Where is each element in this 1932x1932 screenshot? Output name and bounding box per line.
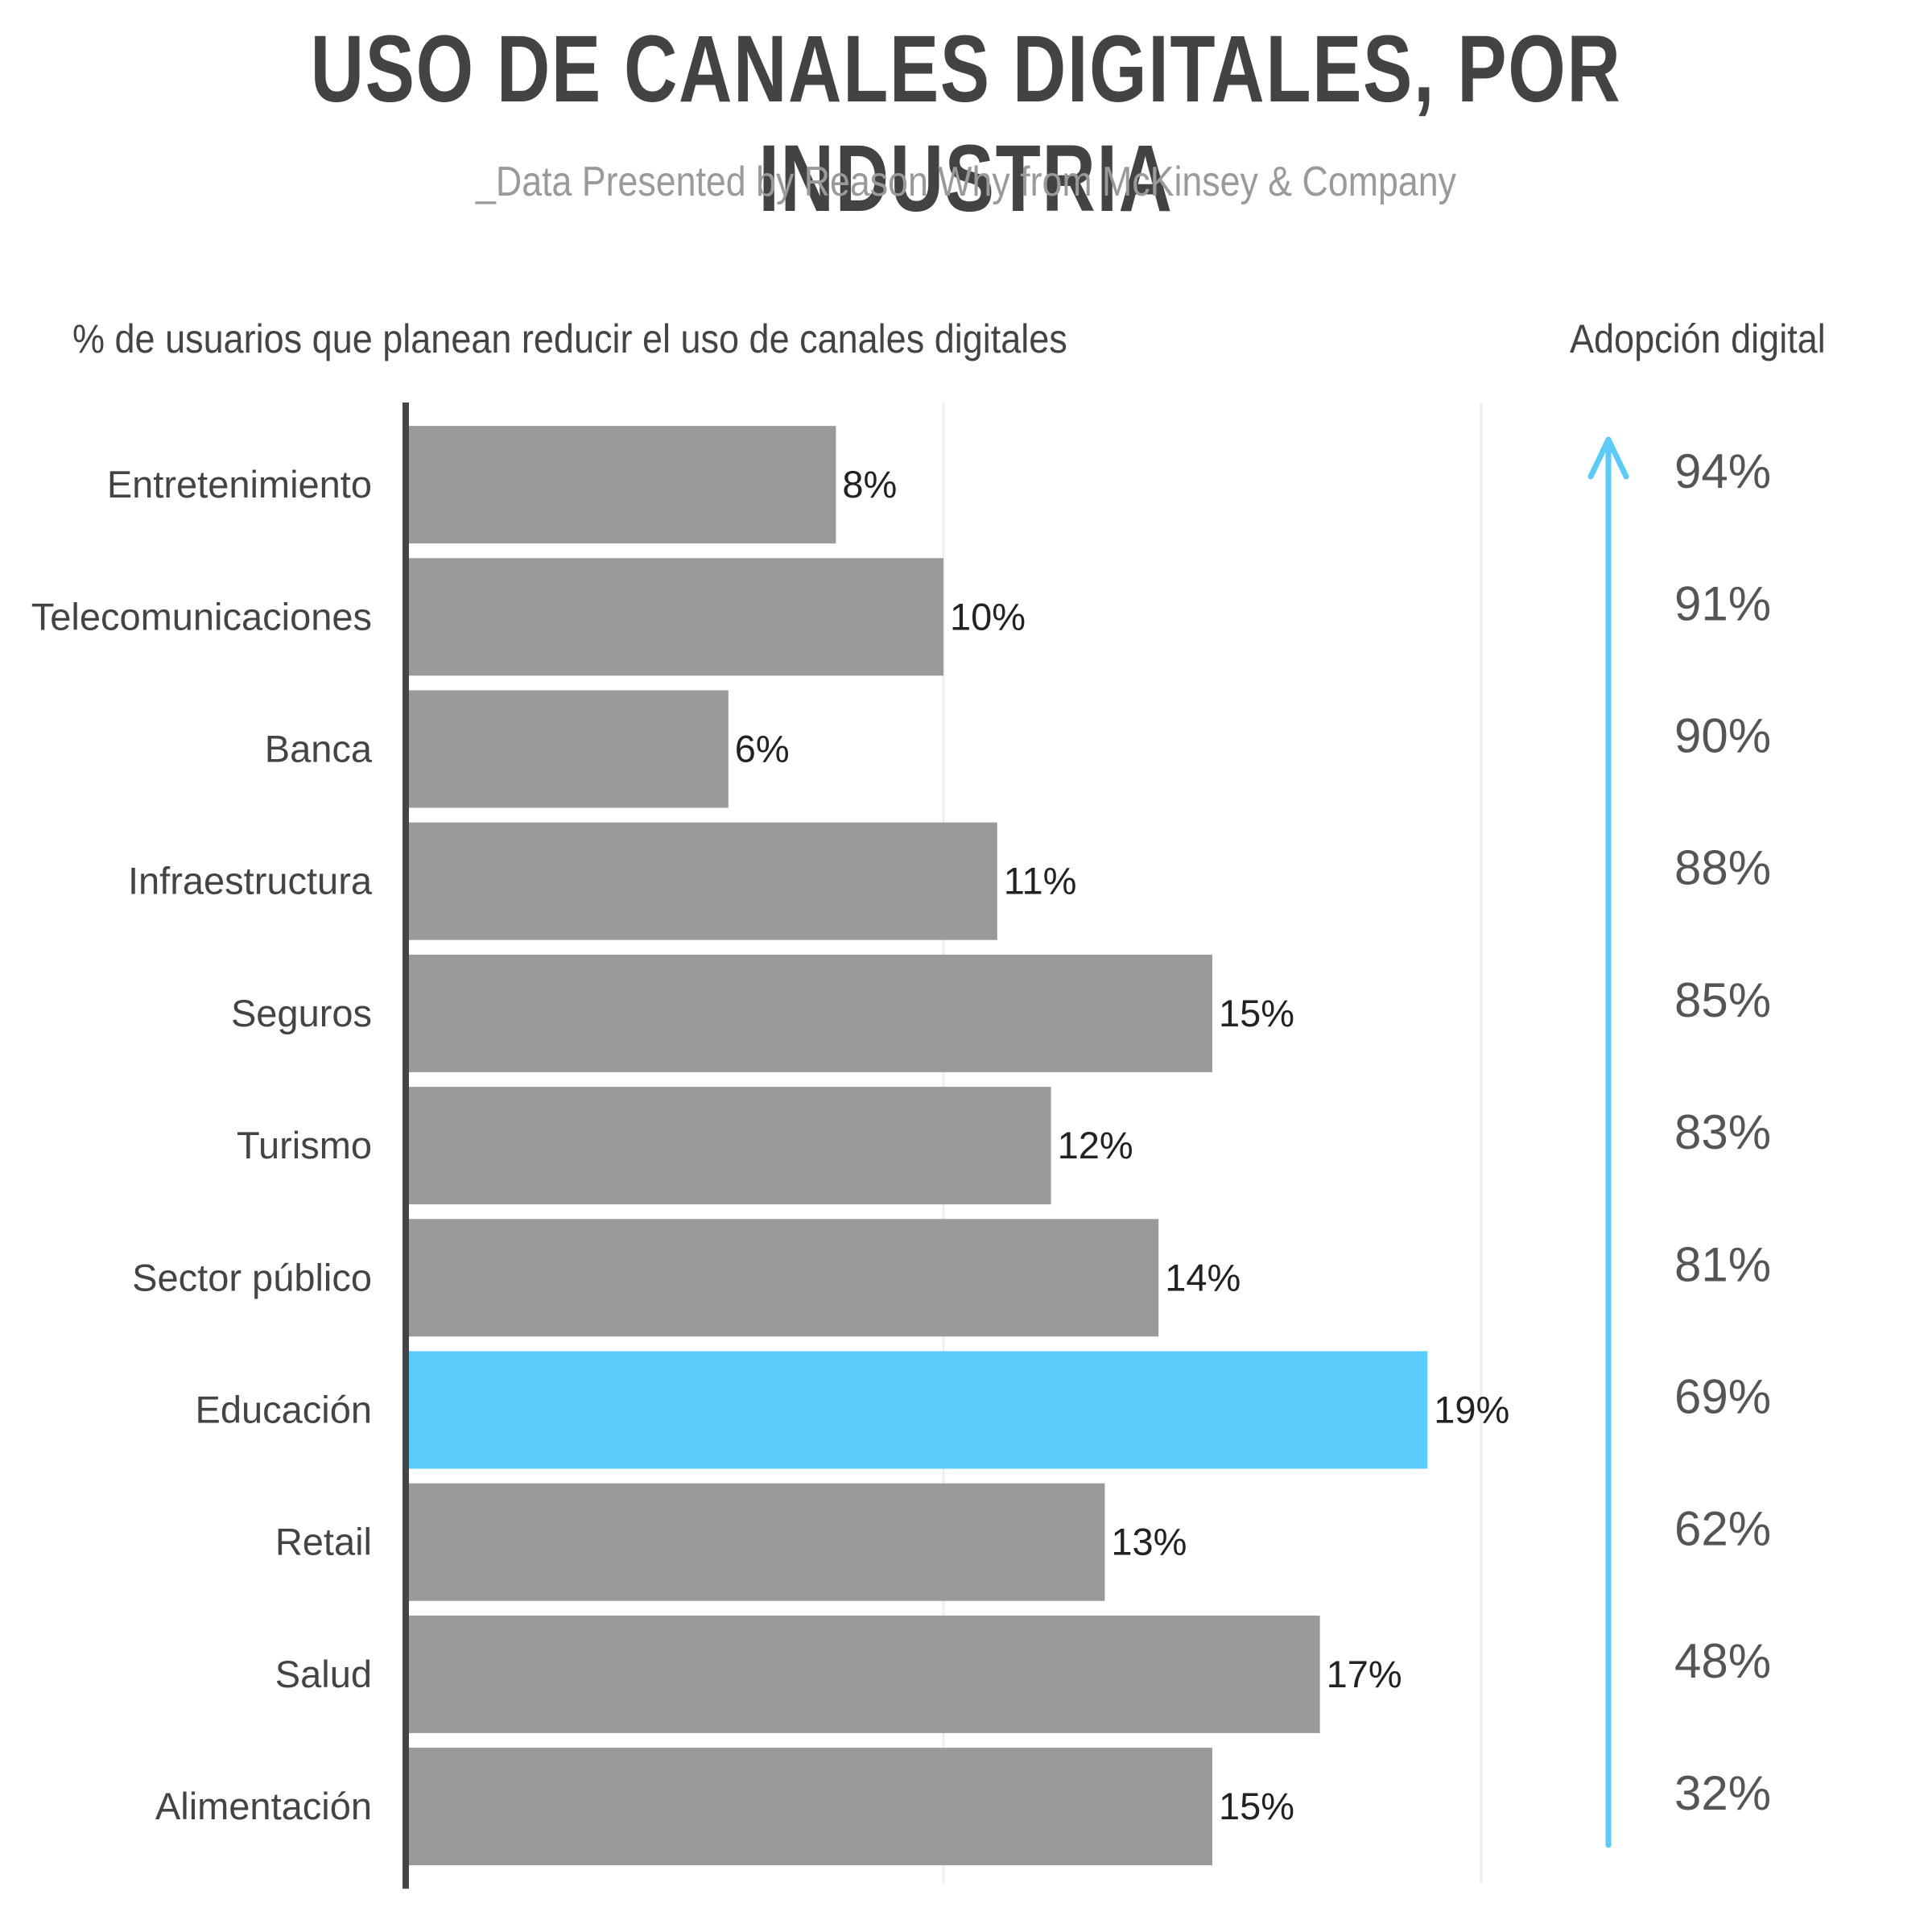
value-label: 17% [1327, 1653, 1402, 1695]
bar-8 [406, 1483, 1105, 1601]
category-label: Sector público [132, 1256, 372, 1298]
adoption-label: 88% [1674, 841, 1771, 895]
adoption-header: Adopción digital [1570, 316, 1826, 361]
bar-5 [406, 1087, 1051, 1205]
category-label: Telecomunicaciones [31, 595, 372, 638]
value-label: 12% [1058, 1124, 1133, 1166]
adoption-label: 69% [1674, 1370, 1771, 1424]
adoption-label: 91% [1674, 576, 1771, 630]
adoption-label: 32% [1674, 1766, 1771, 1820]
value-label: 10% [950, 595, 1026, 638]
value-label: 11% [1004, 860, 1077, 902]
adoption-label: 48% [1674, 1634, 1771, 1688]
category-label: Seguros [231, 992, 372, 1034]
chart-title: USO DE CANALES DIGITALES, POR INDUSTRIA [310, 16, 1622, 232]
category-label: Banca [265, 728, 373, 770]
adoption-label: 83% [1674, 1105, 1771, 1159]
value-label: 15% [1219, 1785, 1294, 1827]
value-label: 15% [1219, 992, 1294, 1034]
bar-4 [406, 954, 1212, 1072]
adoption-label: 94% [1674, 444, 1771, 498]
adoption-arrow-head [1587, 436, 1629, 480]
category-label: Turismo [237, 1124, 372, 1166]
adoption-label: 62% [1674, 1502, 1771, 1556]
bar-3 [406, 822, 997, 940]
category-label: Salud [275, 1653, 372, 1695]
category-label: Entretenimiento [107, 463, 372, 506]
chart-subtitle: _Data Presented by Reason Why from McKin… [476, 159, 1456, 205]
value-label: 13% [1111, 1521, 1187, 1563]
x-axis-label: % de usuarios que planean reducir el uso… [72, 316, 1067, 361]
bar-0 [406, 426, 836, 544]
category-label: Alimentación [155, 1785, 372, 1827]
value-label: 14% [1165, 1256, 1241, 1298]
adoption-label: 85% [1674, 973, 1771, 1027]
adoption-label: 90% [1674, 709, 1771, 763]
bar-9 [406, 1615, 1320, 1733]
value-label: 8% [842, 463, 897, 506]
category-label: Retail [275, 1521, 372, 1563]
category-label: Infraestructura [128, 860, 373, 902]
value-label: 19% [1434, 1389, 1509, 1431]
bar-2 [406, 690, 729, 808]
value-label: 6% [735, 728, 790, 770]
bar-6 [406, 1219, 1159, 1337]
bar-1 [406, 558, 943, 676]
category-label: Educación [196, 1389, 373, 1431]
bar-7 [406, 1351, 1428, 1469]
bar-10 [406, 1748, 1212, 1866]
adoption-label: 81% [1674, 1237, 1771, 1291]
